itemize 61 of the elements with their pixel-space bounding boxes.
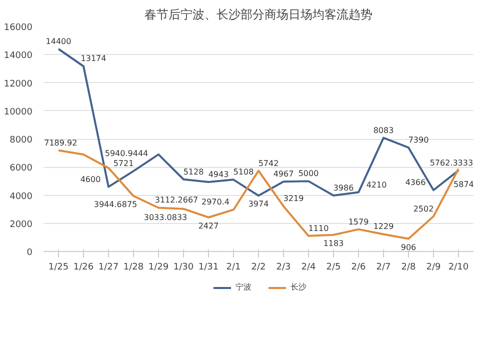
data-label: 5940.9444: [104, 148, 148, 158]
y-tick-label: 2000: [10, 220, 33, 230]
data-label: 14400: [46, 37, 72, 46]
y-tick-label: 14000: [4, 51, 33, 62]
data-label: 3974: [248, 200, 269, 209]
data-label: 3986: [333, 183, 354, 192]
data-label: 906: [400, 242, 416, 252]
data-label: 4943: [208, 170, 229, 179]
data-label: 4967: [273, 170, 294, 179]
data-label: 5874: [454, 180, 474, 189]
x-tick-label: 1/27: [98, 262, 119, 272]
data-label: 3219: [283, 194, 304, 204]
x-tick-label: 2/5: [326, 262, 341, 272]
legend-label: 长沙: [290, 282, 308, 292]
y-tick-label: 16000: [4, 23, 33, 33]
legend-label: 宁波: [236, 282, 252, 292]
data-label: 2502: [413, 204, 434, 214]
data-label: 5721: [113, 159, 134, 168]
data-label: 5128: [183, 167, 204, 176]
data-label: 13174: [80, 54, 106, 64]
y-tick-label: 8000: [10, 136, 33, 146]
x-tick-label: 2/6: [351, 262, 366, 272]
y-tick-label: 12000: [4, 79, 33, 90]
x-tick-label: 2/9: [426, 262, 442, 272]
x-tick-label: 2/7: [376, 262, 391, 272]
x-tick-label: 2/4: [301, 262, 316, 272]
data-label: 2427: [198, 221, 219, 230]
data-label: 3112.2667: [154, 196, 198, 205]
data-label: 5762.3333: [430, 158, 474, 168]
x-tick-label: 1/26: [73, 262, 94, 272]
y-tick-label: 6000: [10, 164, 33, 174]
x-tick-label: 1/29: [148, 262, 169, 272]
x-tick-label: 2/2: [251, 262, 266, 272]
chart-title: 春节后宁波、长沙部分商场日场均客流趋势: [144, 8, 372, 22]
x-tick-label: 1/28: [123, 262, 144, 272]
y-tick-label: 4000: [10, 192, 33, 202]
data-label: 1110: [308, 224, 329, 233]
data-label: 4366: [405, 178, 426, 188]
data-label: 1579: [348, 217, 369, 226]
data-label: 3944.6875: [94, 200, 138, 210]
y-tick-label: 0: [26, 248, 33, 258]
y-tick-label: 10000: [4, 107, 33, 118]
x-tick-label: 2/1: [226, 262, 241, 272]
data-label: 1229: [373, 222, 394, 232]
x-tick-label: 2/8: [401, 262, 416, 272]
x-tick-label: 1/31: [198, 262, 219, 272]
data-label: 4210: [366, 180, 387, 190]
data-label: 8083: [373, 126, 394, 135]
data-label: 7390: [408, 136, 429, 145]
data-label: 5000: [298, 169, 319, 178]
data-label: 7189.92: [44, 138, 78, 148]
data-label: 4600: [80, 174, 101, 184]
data-label: 1183: [323, 238, 344, 248]
data-label: 5742: [258, 158, 279, 168]
data-label: 5108: [233, 168, 254, 177]
x-tick-label: 1/25: [48, 262, 69, 272]
x-tick-label: 2/3: [276, 262, 291, 272]
data-label: 2970.4: [202, 198, 230, 207]
x-tick-label: 1/30: [173, 262, 194, 272]
x-tick-label: 2/10: [448, 262, 469, 272]
data-label: 3033.0833: [144, 212, 188, 222]
